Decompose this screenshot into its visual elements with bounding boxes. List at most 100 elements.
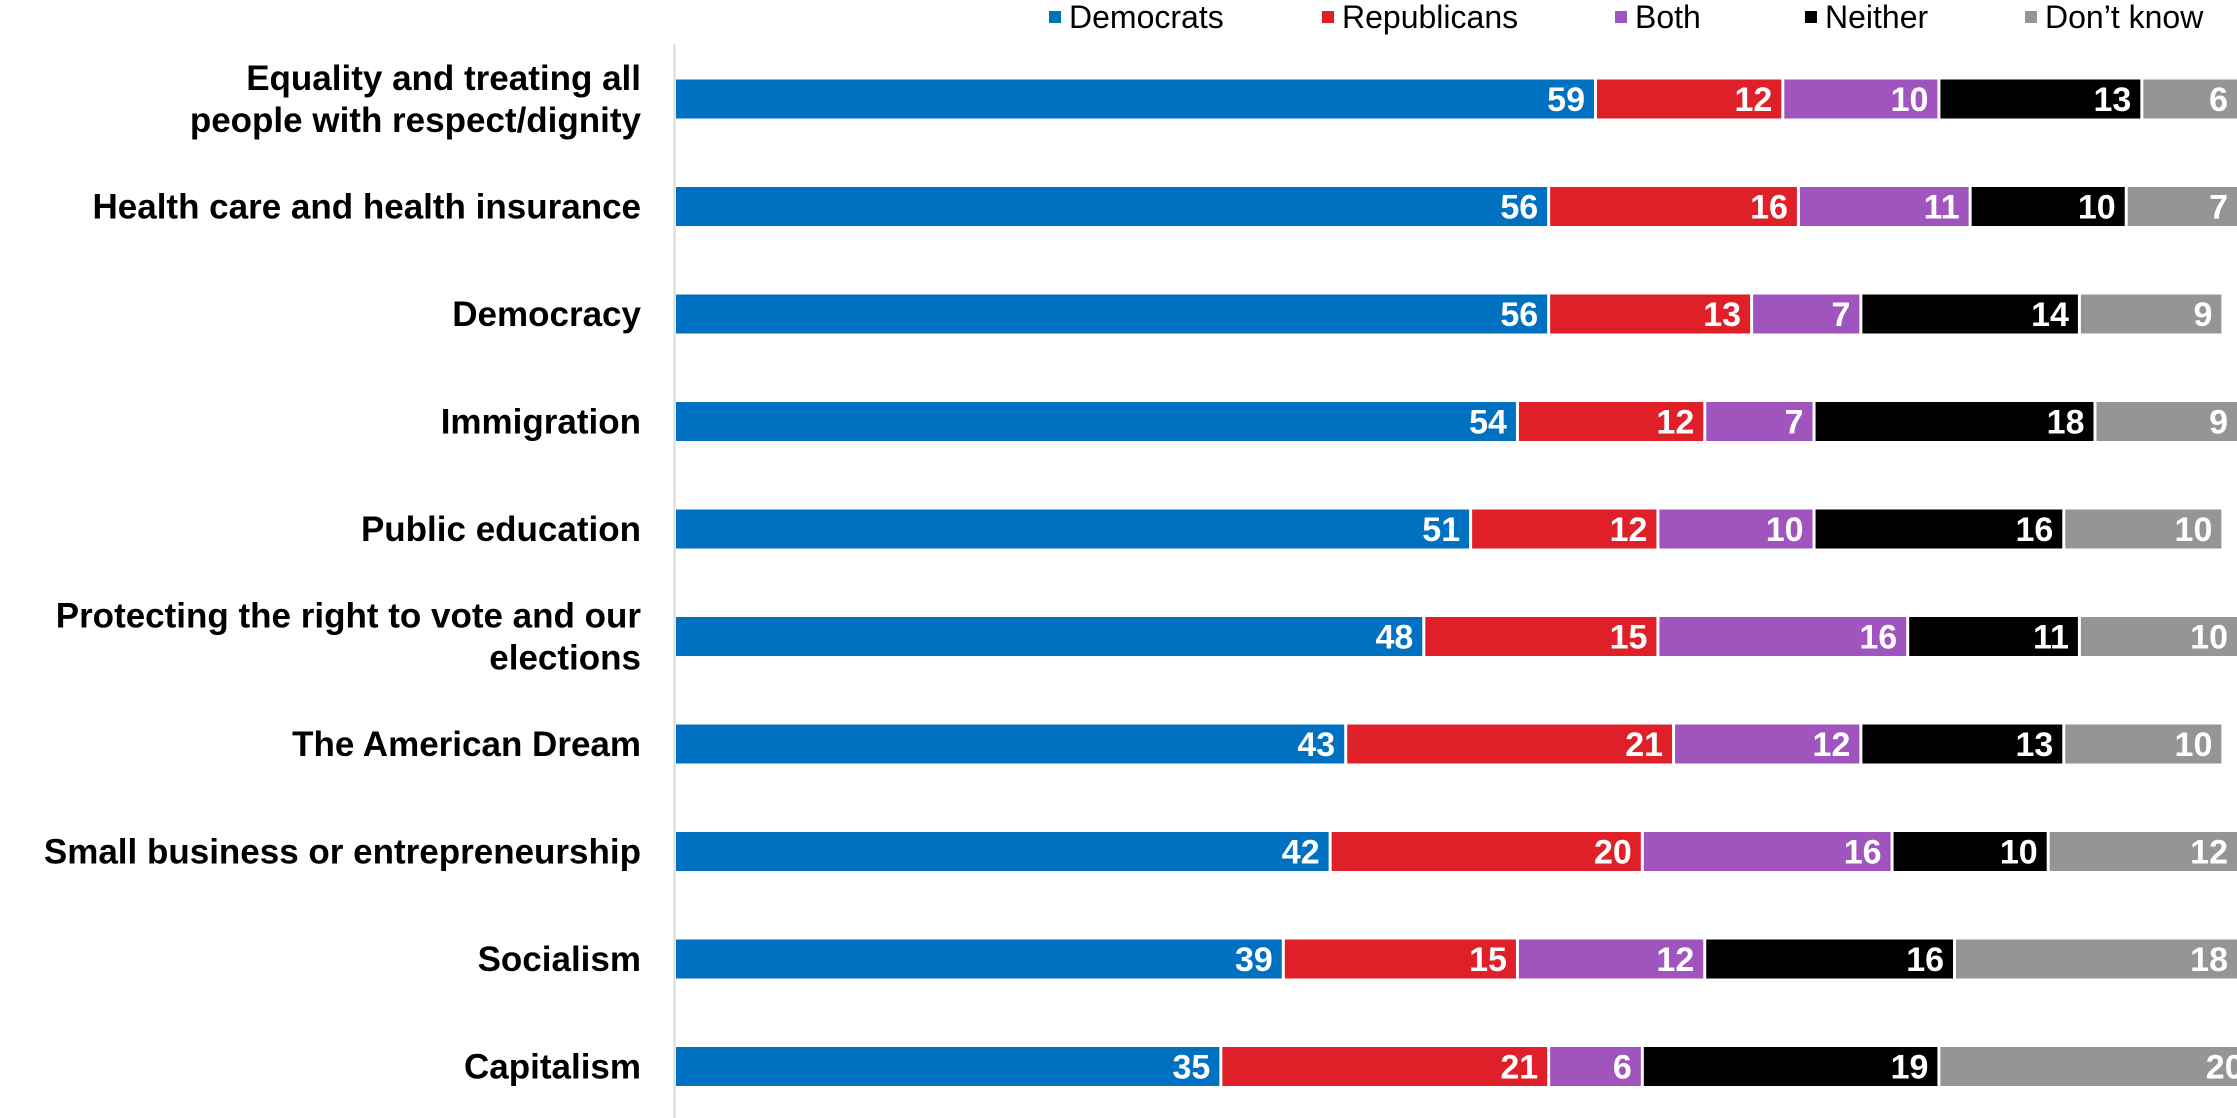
category-label: Capitalism	[464, 1048, 641, 1087]
data-label-democrats: 42	[1282, 834, 1320, 872]
data-label-don-t-know: 6	[2209, 81, 2228, 119]
bar-segment-both	[1675, 724, 1860, 764]
bar-segment-both	[1706, 402, 1813, 441]
data-label-republicans: 12	[1610, 511, 1648, 549]
bar-segment-both	[1550, 1047, 1641, 1086]
bar-segment-democrats	[676, 509, 1470, 549]
data-label-democrats: 48	[1375, 619, 1413, 657]
data-label-don-t-know: 9	[2209, 404, 2228, 442]
bar-segment-don-t-know	[2127, 187, 2237, 226]
category-label: Democracy	[452, 295, 641, 334]
data-label-neither: 18	[2047, 404, 2085, 442]
bar-segment-republicans	[1425, 617, 1657, 656]
data-label-neither: 11	[2033, 619, 2069, 657]
legend: Democrats Republicans Both Neither Don’t kno…	[1049, 0, 2204, 35]
bar-segment-democrats	[676, 79, 1594, 119]
data-label-neither: 16	[1906, 941, 1944, 979]
bar-segment-don-t-know	[2049, 832, 2237, 871]
bar-segment-neither	[1862, 294, 2078, 334]
data-label-both: 12	[1656, 941, 1694, 979]
data-label-don-t-know: 10	[2175, 726, 2213, 764]
bar-segment-don-t-know	[2080, 617, 2237, 656]
data-label-don-t-know: 9	[2193, 296, 2212, 334]
legend-swatch-democrats	[1049, 11, 1061, 23]
data-label-both: 6	[1613, 1049, 1632, 1087]
data-label-democrats: 54	[1469, 404, 1507, 442]
data-label-both: 10	[1891, 81, 1929, 119]
bar-segment-democrats	[676, 187, 1548, 226]
data-label-democrats: 56	[1500, 189, 1538, 227]
bar-segment-republicans	[1596, 79, 1782, 119]
category-label: Socialism	[478, 940, 641, 979]
data-label-republicans: 15	[1610, 619, 1648, 657]
data-label-neither: 16	[2015, 511, 2053, 549]
data-label-democrats: 39	[1235, 941, 1273, 979]
legend-label-democrats: Democrats	[1069, 0, 1224, 35]
bar-segment-neither	[1862, 724, 2063, 764]
bar-segment-don-t-know	[2065, 509, 2222, 549]
bar-segment-both	[1518, 939, 1704, 979]
category-label: Public education	[361, 510, 641, 549]
legend-swatch-neither	[1805, 11, 1817, 23]
bar-segment-neither	[1971, 187, 2125, 226]
bar-segment-don-t-know	[2096, 402, 2237, 441]
bar-segment-both	[1753, 294, 1860, 334]
bar-segment-neither	[1940, 79, 2141, 119]
bar-segment-republicans	[1222, 1047, 1548, 1086]
bar-segment-don-t-know	[2143, 79, 2237, 119]
data-label-both: 16	[1859, 619, 1897, 657]
data-label-neither: 13	[2094, 81, 2132, 119]
bar-segment-both	[1643, 832, 1891, 871]
data-label-don-t-know: 7	[2209, 189, 2228, 227]
data-label-democrats: 59	[1547, 81, 1585, 119]
bar-segment-democrats	[676, 1047, 1220, 1086]
data-label-neither: 10	[2078, 189, 2116, 227]
bar-segment-democrats	[676, 724, 1345, 764]
data-label-neither: 19	[1891, 1049, 1929, 1087]
data-label-democrats: 56	[1500, 296, 1538, 334]
legend-label-neither: Neither	[1825, 0, 1929, 35]
category-label: Protecting the right to vote and our elec…	[56, 597, 642, 678]
bar-segment-don-t-know	[1940, 1047, 2237, 1086]
bar-segment-republicans	[1472, 509, 1657, 549]
legend-label-don-t-know: Don’t know	[2045, 0, 2204, 35]
data-label-both: 11	[1924, 189, 1960, 227]
data-label-neither: 10	[2000, 834, 2038, 872]
bar-segment-republicans	[1347, 724, 1673, 764]
category-label: Small business or entrepreneurship	[44, 833, 641, 872]
data-label-republicans: 20	[1594, 834, 1632, 872]
data-label-republicans: 21	[1625, 726, 1663, 764]
bar-segment-republicans	[1550, 187, 1797, 226]
bar-segment-republicans	[1284, 939, 1516, 979]
data-label-republicans: 16	[1750, 189, 1788, 227]
data-label-both: 10	[1766, 511, 1804, 549]
bar-segment-republicans	[1518, 402, 1704, 441]
bar-segment-democrats	[676, 939, 1282, 979]
bar-segment-democrats	[676, 294, 1548, 334]
data-label-democrats: 51	[1422, 511, 1460, 549]
bar-segment-democrats	[676, 402, 1516, 441]
bar-segment-neither	[1909, 617, 2078, 656]
bar-segment-don-t-know	[1956, 939, 2237, 979]
bar-segment-both	[1799, 187, 1969, 226]
legend-label-both: Both	[1635, 0, 1701, 35]
bar-segment-don-t-know	[2080, 294, 2222, 334]
bar-segment-neither	[1815, 402, 2094, 441]
bar-segment-both	[1659, 509, 1813, 549]
category-label: The American Dream	[292, 725, 641, 764]
legend-swatch-republicans	[1322, 11, 1334, 23]
bar-segment-democrats	[676, 832, 1329, 871]
bar-segment-neither	[1815, 509, 2063, 549]
data-label-don-t-know: 10	[2190, 619, 2228, 657]
bar-segment-both	[1784, 79, 1938, 119]
data-label-both: 7	[1831, 296, 1850, 334]
category-label: Equality and treating all people with res…	[190, 59, 642, 140]
data-label-republicans: 12	[1656, 404, 1694, 442]
bar-segment-don-t-know	[2065, 724, 2222, 764]
legend-swatch-don-t-know	[2025, 11, 2037, 23]
data-label-don-t-know: 20	[2206, 1049, 2237, 1087]
data-label-both: 12	[1813, 726, 1851, 764]
data-label-don-t-know: 12	[2190, 834, 2228, 872]
